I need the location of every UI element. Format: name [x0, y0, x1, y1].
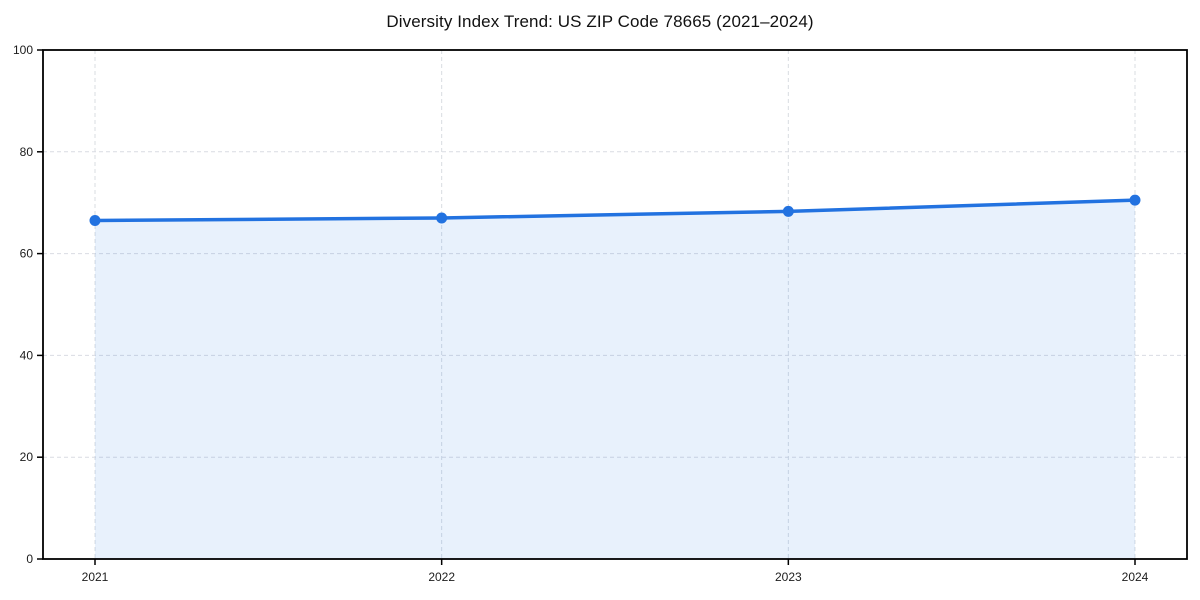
x-tick-label: 2021 — [82, 570, 109, 584]
data-point-2021 — [89, 215, 101, 227]
y-tick-label: 100 — [13, 43, 33, 57]
x-tick-label: 2024 — [1122, 570, 1149, 584]
x-tick-label: 2022 — [428, 570, 455, 584]
y-tick-label: 60 — [20, 247, 34, 261]
x-tick-label: 2023 — [775, 570, 802, 584]
y-tick-label: 40 — [20, 348, 34, 362]
y-tick-label: 20 — [20, 450, 34, 464]
data-point-2024 — [1129, 194, 1141, 206]
y-tick-label: 80 — [20, 145, 34, 159]
trend-line — [93, 198, 1137, 223]
area-fill — [95, 200, 1135, 559]
y-tick-label: 0 — [26, 552, 33, 566]
data-point-2023 — [782, 205, 794, 217]
data-point-2022 — [436, 212, 448, 224]
plot-frame — [42, 49, 1188, 560]
chart-title: Diversity Index Trend: US ZIP Code 78665… — [386, 12, 814, 31]
